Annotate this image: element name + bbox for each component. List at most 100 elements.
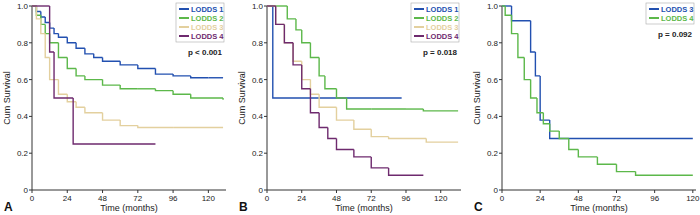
- survival-step: [173, 91, 191, 95]
- y-tick-label: 0.8: [252, 39, 264, 48]
- y-tick-label: 0.4: [252, 112, 264, 121]
- survival-step: [120, 120, 138, 126]
- survival-step: [85, 76, 103, 80]
- survival-step: [58, 43, 67, 58]
- x-tick-label: 96: [169, 194, 178, 203]
- y-tick-label: 1.0: [487, 2, 499, 11]
- x-tick: [540, 190, 541, 193]
- x-tick-label: 96: [402, 194, 411, 203]
- y-axis-label: Cum Survival: [237, 71, 247, 125]
- y-tick: [264, 79, 267, 80]
- legend-label: LODDS 2: [191, 14, 224, 23]
- survival-step: [559, 131, 569, 138]
- survival-step: [531, 80, 537, 98]
- survival-step: [103, 58, 121, 62]
- survival-step: [284, 24, 293, 42]
- survival-step: [512, 15, 518, 33]
- figure-root: 00.20.40.60.81.0024487296120Time (months…: [0, 0, 700, 215]
- p-value: p = 0.018: [423, 48, 458, 57]
- survival-step: [502, 5, 512, 6]
- survival-step: [50, 6, 54, 52]
- legend-label: LODDS 1: [191, 5, 224, 14]
- y-tick: [264, 6, 267, 7]
- survival-step: [616, 164, 635, 171]
- survival-step: [302, 61, 311, 79]
- survival-step: [505, 6, 511, 15]
- panel: 00.20.40.60.81.0024487296120Time (months…: [2, 2, 226, 214]
- y-tick: [29, 6, 32, 7]
- survival-step: [347, 98, 372, 109]
- survival-step: [155, 69, 173, 75]
- survival-step: [85, 107, 103, 113]
- x-tick-label: 24: [536, 194, 545, 203]
- y-tick-label: 0.4: [487, 112, 499, 121]
- x-tick: [102, 190, 103, 193]
- survival-step: [76, 102, 85, 108]
- legend-swatch: [414, 8, 424, 10]
- x-tick-label: 24: [297, 194, 306, 203]
- survival-step: [76, 43, 85, 49]
- y-tick-label: 0.6: [17, 76, 29, 85]
- survival-step: [537, 98, 543, 113]
- survival-step: [276, 6, 285, 24]
- legend-box: [176, 3, 224, 42]
- legend-label: LODDS 4: [661, 14, 694, 23]
- x-tick-label: 0: [265, 194, 270, 203]
- survival-step: [302, 30, 311, 43]
- p-value: p = 0.092: [658, 30, 693, 39]
- legend: LODDS 3LODDS 4: [646, 3, 694, 24]
- x-axis-label: Time (months): [570, 203, 628, 213]
- x-tick: [173, 190, 174, 193]
- y-axis-label: Cum Survival: [472, 71, 482, 125]
- survival-step: [85, 48, 94, 54]
- survival-step: [310, 89, 319, 113]
- survival-step: [67, 37, 76, 43]
- y-tick: [29, 79, 32, 80]
- survival-step: [426, 138, 458, 142]
- p-value: p < 0.001: [188, 48, 223, 57]
- legend-label: LODDS 4: [191, 32, 224, 41]
- survival-step: [54, 28, 58, 34]
- legend-swatch: [179, 17, 189, 19]
- y-axis-line: [502, 6, 503, 190]
- x-axis-line: [502, 190, 696, 191]
- legend-swatch: [179, 8, 189, 10]
- legend-label: LODDS 4: [426, 32, 459, 41]
- survival-step: [267, 5, 276, 6]
- survival-step: [336, 89, 346, 98]
- survival-step: [296, 19, 302, 30]
- y-axis-label: Cum Survival: [2, 71, 12, 125]
- x-tick: [654, 190, 655, 193]
- y-tick: [29, 116, 32, 117]
- x-tick: [371, 190, 372, 193]
- survival-step: [336, 138, 353, 149]
- survival-step: [32, 5, 50, 6]
- x-tick-label: 0: [500, 194, 505, 203]
- x-tick-label: 24: [63, 194, 72, 203]
- legend-swatch: [414, 35, 424, 37]
- y-tick-label: 0.4: [17, 112, 29, 121]
- y-tick: [264, 153, 267, 154]
- x-tick: [692, 190, 693, 193]
- data-group: [502, 6, 693, 175]
- survival-step: [120, 85, 138, 89]
- y-tick-label: 0.2: [252, 149, 264, 158]
- survival-step: [173, 127, 223, 128]
- y-tick: [264, 42, 267, 43]
- survival-step: [267, 5, 276, 6]
- survival-step: [389, 137, 427, 139]
- y-tick-label: 0.6: [487, 76, 499, 85]
- survival-step: [58, 34, 67, 38]
- survival-step: [94, 54, 103, 58]
- legend-swatch: [649, 17, 659, 19]
- survival-step: [371, 108, 406, 109]
- survival-step: [406, 108, 423, 109]
- y-tick: [499, 116, 502, 117]
- survival-step: [319, 113, 328, 128]
- x-tick-label: 48: [98, 194, 107, 203]
- x-tick-label: 120: [686, 194, 700, 203]
- x-axis-label: Time (months): [100, 203, 158, 213]
- x-axis-line: [267, 190, 461, 191]
- x-axis-line: [32, 190, 226, 191]
- y-axis-line: [32, 6, 33, 190]
